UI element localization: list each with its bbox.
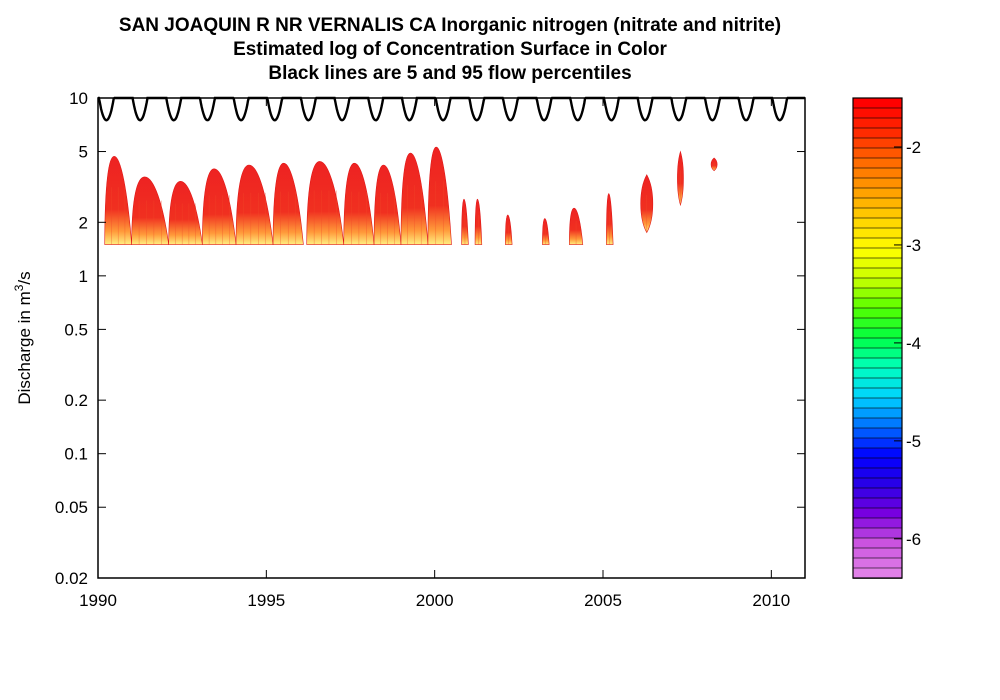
- x-tick-label: 2010: [752, 591, 790, 610]
- colorbar-band: [852, 227, 903, 239]
- colorbar-band: [852, 417, 903, 429]
- x-tick-label: 2000: [416, 591, 454, 610]
- y-axis: 0.02 0.05 0.1 0.2 0.5 1 2 5 10: [55, 89, 805, 588]
- colorbar-band: [852, 457, 903, 469]
- colorbar-band: [852, 487, 903, 499]
- colorbar-band: [852, 167, 903, 179]
- colorbar-band: [852, 547, 903, 559]
- colorbar-band: [852, 467, 903, 479]
- y-axis-label-unit: /s: [15, 271, 34, 284]
- colorbar-tick-label: -3: [906, 236, 921, 255]
- colorbar-band: [852, 347, 903, 359]
- colorbar-tick-label: -2: [906, 138, 921, 157]
- colorbar-tick-label: -6: [906, 530, 921, 549]
- colorbar-band: [852, 397, 903, 409]
- colorbar-tick-label: -5: [906, 432, 921, 451]
- y-tick-label: 0.05: [55, 498, 88, 517]
- y-axis-label: Discharge in m3/s: [12, 271, 34, 404]
- colorbar-band: [852, 537, 903, 549]
- y-tick-label: 1: [79, 267, 88, 286]
- colorbar-band: [852, 557, 903, 569]
- y-tick-label: 0.02: [55, 569, 88, 588]
- colorbar-band: [852, 247, 903, 259]
- y-axis-label-sup: 3: [12, 284, 26, 291]
- colorbar-band: [852, 107, 903, 119]
- surface-region: [168, 181, 203, 245]
- y-tick-label: 2: [79, 213, 88, 232]
- colorbar-band: [852, 437, 903, 449]
- concentration-surface: [104, 146, 718, 245]
- x-tick-label: 1990: [79, 591, 117, 610]
- surface-region: [427, 146, 452, 245]
- colorbar-band: [852, 517, 903, 529]
- x-tick-label: 1995: [247, 591, 285, 610]
- colorbar-band: [852, 407, 903, 419]
- colorbar-band: [852, 387, 903, 399]
- colorbar-band: [852, 117, 903, 129]
- colorbar-band: [852, 307, 903, 319]
- colorbar-frame: [852, 97, 903, 579]
- y-axis-label-text: Discharge in m: [15, 291, 34, 404]
- colorbar-band: [852, 207, 903, 219]
- colorbar-band: [852, 257, 903, 269]
- plot-frame: [97, 97, 806, 579]
- chart-subtitle-2: Black lines are 5 and 95 flow percentile…: [268, 63, 632, 84]
- colorbar-band: [852, 317, 903, 329]
- x-axis: 1990 1995 2000 2005 2010: [79, 98, 790, 610]
- colorbar-band: [852, 217, 903, 229]
- surface-region: [235, 164, 274, 245]
- colorbar-band: [852, 527, 903, 539]
- surface-region: [306, 161, 345, 245]
- colorbar-tick-label: -4: [906, 334, 921, 353]
- flow-percentile-lines: [97, 96, 805, 122]
- colorbar-band: [852, 287, 903, 299]
- colorbar-band: [852, 567, 903, 579]
- colorbar: -2 -3 -4 -5 -6: [852, 97, 921, 579]
- surface-region: [131, 176, 170, 245]
- y-tick-label: 0.1: [64, 445, 88, 464]
- colorbar-band: [852, 177, 903, 189]
- y-tick-label: 10: [69, 89, 88, 108]
- colorbar-band: [852, 507, 903, 519]
- surface-region: [202, 168, 237, 245]
- colorbar-band: [852, 377, 903, 389]
- y-tick-label: 0.5: [64, 320, 88, 339]
- colorbar-band: [852, 447, 903, 459]
- colorbar-band: [852, 197, 903, 209]
- colorbar-band: [852, 267, 903, 279]
- colorbar-band: [852, 357, 903, 369]
- colorbar-band: [852, 497, 903, 509]
- colorbar-band: [852, 97, 903, 109]
- chart-title: SAN JOAQUIN R NR VERNALIS CA Inorganic n…: [118, 15, 782, 36]
- colorbar-band: [852, 277, 903, 289]
- colorbar-band: [852, 187, 903, 199]
- percentile-95-line: [97, 96, 805, 122]
- colorbar-band: [852, 157, 903, 169]
- colorbar-band: [852, 147, 903, 159]
- colorbar-band: [852, 237, 903, 249]
- colorbar-band: [852, 327, 903, 339]
- colorbar-band: [852, 297, 903, 309]
- x-tick-label: 2005: [584, 591, 622, 610]
- chart-subtitle: Estimated log of Concentration Surface i…: [233, 39, 667, 60]
- colorbar-band: [852, 127, 903, 139]
- colorbar-band: [852, 367, 903, 379]
- colorbar-band: [852, 477, 903, 489]
- colorbar-band: [852, 427, 903, 439]
- y-tick-label: 0.2: [64, 391, 88, 410]
- y-tick-label: 5: [79, 143, 88, 162]
